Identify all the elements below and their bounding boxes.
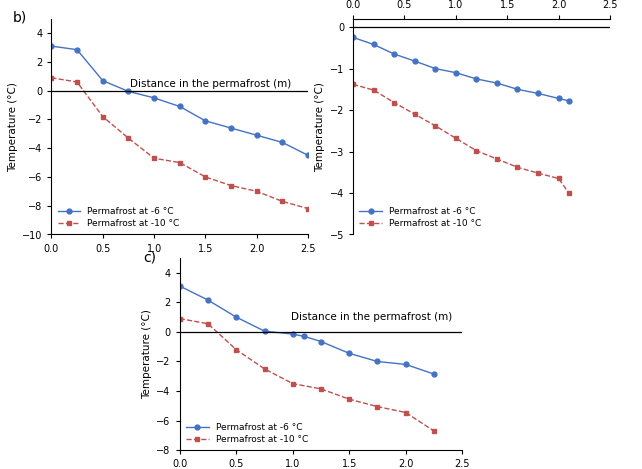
Permafrost at -6 °C [555, 96, 562, 101]
Permafrost at -6 °C [430, 371, 438, 377]
Permafrost at -6 °C [253, 132, 261, 138]
Permafrost at -10 °C [176, 316, 184, 321]
Permafrost at -10 °C [99, 114, 107, 120]
Permafrost at -6 °C [204, 297, 212, 303]
Permafrost at -6 °C [370, 42, 377, 47]
Permafrost at -10 °C [374, 404, 381, 409]
Permafrost at -6 °C [493, 80, 501, 86]
Permafrost at -10 °C [279, 198, 286, 204]
Permafrost at -10 °C [304, 206, 312, 212]
Permafrost at -10 °C [430, 428, 438, 434]
Permafrost at -10 °C [493, 156, 501, 162]
Permafrost at -10 °C [402, 410, 410, 416]
Permafrost at -6 °C [304, 152, 312, 158]
Permafrost at -6 °C [534, 91, 542, 96]
Permafrost at -6 °C [411, 58, 419, 64]
Permafrost at -6 °C [300, 333, 308, 339]
Permafrost at -6 °C [150, 95, 158, 101]
Permafrost at -10 °C [232, 347, 240, 353]
Permafrost at -10 °C [150, 155, 158, 161]
Text: Distance in the permafrost (m): Distance in the permafrost (m) [130, 79, 291, 89]
Permafrost at -6 °C [202, 118, 209, 124]
Line: Permafrost at -10 °C: Permafrost at -10 °C [177, 316, 437, 433]
Permafrost at -6 °C [261, 328, 268, 334]
Text: Distance in the permafrost (m): Distance in the permafrost (m) [291, 312, 453, 322]
Permafrost at -10 °C [555, 176, 562, 182]
Line: Permafrost at -6 °C: Permafrost at -6 °C [351, 35, 571, 103]
Line: Permafrost at -6 °C: Permafrost at -6 °C [177, 284, 437, 377]
Permafrost at -10 °C [48, 75, 55, 81]
Permafrost at -6 °C [402, 362, 410, 367]
Permafrost at -10 °C [261, 366, 268, 372]
Permafrost at -6 °C [279, 140, 286, 145]
Permafrost at -10 °C [370, 87, 377, 93]
Permafrost at -6 °C [431, 66, 439, 71]
Y-axis label: Temperature (°C): Temperature (°C) [142, 309, 152, 399]
Permafrost at -10 °C [204, 321, 212, 326]
Permafrost at -6 °C [176, 283, 184, 289]
Permafrost at -10 °C [431, 123, 439, 129]
Permafrost at -10 °C [473, 148, 480, 153]
Permafrost at -10 °C [227, 183, 235, 189]
Permafrost at -6 °C [99, 78, 107, 83]
Permafrost at -6 °C [289, 331, 297, 337]
Permafrost at -6 °C [349, 35, 357, 40]
Permafrost at -6 °C [514, 86, 521, 92]
Permafrost at -10 °C [565, 190, 573, 196]
Legend: Permafrost at -6 °C, Permafrost at -10 °C: Permafrost at -6 °C, Permafrost at -10 °… [56, 206, 182, 230]
Permafrost at -6 °C [48, 43, 55, 49]
Permafrost at -6 °C [73, 47, 81, 53]
Permafrost at -10 °C [202, 174, 209, 180]
Legend: Permafrost at -6 °C, Permafrost at -10 °C: Permafrost at -6 °C, Permafrost at -10 °… [358, 206, 483, 230]
Permafrost at -6 °C [452, 70, 460, 76]
Permafrost at -6 °C [227, 125, 235, 131]
Permafrost at -6 °C [374, 359, 381, 364]
Line: Permafrost at -10 °C: Permafrost at -10 °C [49, 76, 311, 211]
Permafrost at -10 °C [345, 396, 353, 402]
Permafrost at -10 °C [514, 165, 521, 170]
Permafrost at -10 °C [73, 79, 81, 85]
Permafrost at -6 °C [345, 350, 353, 356]
Y-axis label: Temperature (°C): Temperature (°C) [315, 82, 325, 172]
Permafrost at -6 °C [317, 339, 325, 344]
Permafrost at -10 °C [411, 111, 419, 117]
Permafrost at -6 °C [565, 98, 573, 104]
Text: c): c) [143, 250, 156, 264]
Legend: Permafrost at -6 °C, Permafrost at -10 °C: Permafrost at -6 °C, Permafrost at -10 °… [184, 422, 310, 446]
Permafrost at -6 °C [176, 104, 184, 109]
Line: Permafrost at -6 °C: Permafrost at -6 °C [49, 44, 311, 158]
Permafrost at -10 °C [176, 160, 184, 166]
Permafrost at -6 °C [232, 314, 240, 320]
Y-axis label: Temperature (°C): Temperature (°C) [8, 82, 18, 172]
Line: Permafrost at -10 °C: Permafrost at -10 °C [351, 82, 571, 196]
Permafrost at -10 °C [349, 82, 357, 87]
Permafrost at -10 °C [289, 381, 297, 386]
Permafrost at -10 °C [317, 386, 325, 392]
Permafrost at -6 °C [125, 89, 132, 94]
Permafrost at -6 °C [390, 51, 398, 57]
Permafrost at -10 °C [125, 136, 132, 141]
Permafrost at -6 °C [473, 76, 480, 82]
Permafrost at -10 °C [253, 189, 261, 194]
Text: b): b) [13, 10, 27, 24]
Permafrost at -10 °C [452, 136, 460, 141]
Permafrost at -10 °C [390, 100, 398, 106]
Permafrost at -10 °C [534, 170, 542, 176]
